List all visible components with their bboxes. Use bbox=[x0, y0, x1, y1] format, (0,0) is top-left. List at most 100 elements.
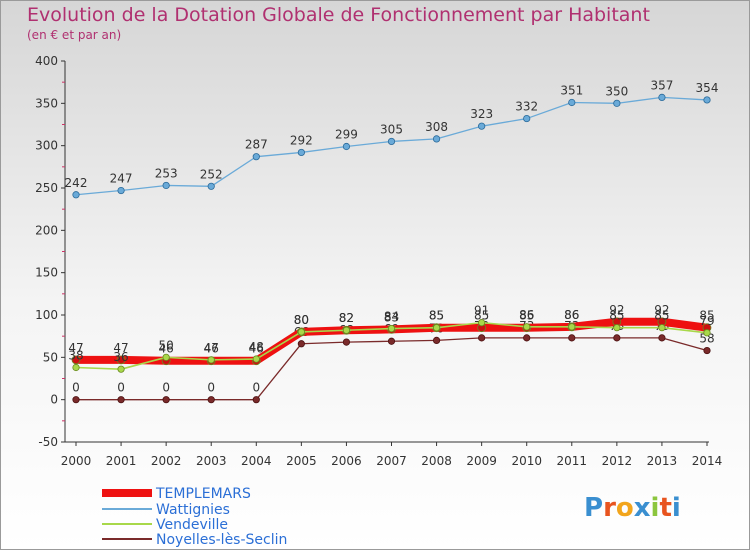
data-point bbox=[162, 396, 170, 404]
logo-letter: i bbox=[672, 493, 681, 523]
data-label: 247 bbox=[110, 172, 133, 186]
data-label: 82 bbox=[339, 311, 354, 325]
data-label: 0 bbox=[117, 381, 125, 395]
x-tick-label: 2013 bbox=[647, 454, 678, 468]
data-label: 38 bbox=[68, 348, 83, 362]
data-point bbox=[71, 355, 81, 365]
data-point bbox=[703, 96, 711, 104]
data-label: 92 bbox=[609, 303, 624, 317]
x-tick-label: 2009 bbox=[466, 454, 497, 468]
data-label: 47 bbox=[68, 341, 83, 355]
data-label: 36 bbox=[113, 350, 128, 364]
x-tick-label: 2007 bbox=[376, 454, 407, 468]
data-label: 350 bbox=[605, 84, 628, 98]
data-point bbox=[613, 99, 621, 107]
data-point bbox=[252, 355, 260, 363]
y-tick-label: 0 bbox=[50, 393, 58, 407]
data-point bbox=[342, 338, 351, 346]
logo-letter: o bbox=[616, 493, 634, 523]
data-point bbox=[658, 93, 666, 102]
data-label: 357 bbox=[650, 78, 673, 92]
y-tick-label: -50 bbox=[38, 435, 58, 449]
y-tick-label: 250 bbox=[35, 181, 58, 195]
data-point bbox=[387, 337, 396, 345]
data-point bbox=[568, 323, 576, 331]
data-label: 85 bbox=[429, 309, 444, 323]
data-point bbox=[162, 353, 170, 361]
data-label: 242 bbox=[65, 176, 88, 190]
data-point bbox=[568, 334, 576, 342]
data-label: 253 bbox=[155, 166, 178, 180]
data-point bbox=[387, 137, 396, 146]
data-point bbox=[478, 319, 486, 327]
chart-title: Evolution de la Dotation Globale de Fonc… bbox=[27, 4, 650, 26]
data-point bbox=[432, 324, 441, 332]
data-label: 332 bbox=[515, 100, 538, 114]
data-label: 85 bbox=[699, 309, 714, 323]
data-label: 47 bbox=[204, 341, 219, 355]
data-point bbox=[568, 98, 576, 107]
data-point bbox=[72, 396, 80, 404]
data-point bbox=[478, 334, 486, 342]
data-label: 48 bbox=[249, 340, 264, 354]
data-point bbox=[72, 191, 80, 199]
logo-letter: x bbox=[634, 493, 651, 523]
data-label: 91 bbox=[474, 304, 489, 318]
data-point bbox=[117, 365, 125, 373]
x-tick-label: 2006 bbox=[331, 454, 362, 468]
data-point bbox=[387, 324, 396, 333]
data-point bbox=[297, 148, 305, 157]
data-point bbox=[523, 114, 531, 123]
data-label: 292 bbox=[290, 133, 313, 147]
data-label: 287 bbox=[245, 138, 268, 152]
data-label: 58 bbox=[699, 332, 714, 346]
legend-label: Vendeville bbox=[156, 517, 228, 533]
data-label: 86 bbox=[564, 308, 579, 322]
data-label: 46 bbox=[204, 342, 219, 356]
logo-letter: r bbox=[603, 493, 616, 523]
data-label: 85 bbox=[474, 309, 489, 323]
data-point bbox=[252, 396, 260, 404]
data-label: 0 bbox=[207, 381, 215, 395]
legend-label: Wattignies bbox=[156, 502, 230, 518]
data-label: 46 bbox=[249, 342, 264, 356]
data-point bbox=[703, 329, 711, 337]
data-point bbox=[658, 324, 666, 332]
data-point bbox=[117, 186, 125, 195]
logo-letter: t bbox=[659, 493, 671, 523]
data-point bbox=[207, 356, 215, 364]
x-tick-label: 2003 bbox=[196, 454, 227, 468]
chart-subtitle: (en € et par an) bbox=[27, 28, 122, 42]
data-label: 47 bbox=[113, 341, 128, 355]
data-label: 85 bbox=[429, 309, 444, 323]
data-label: 86 bbox=[564, 308, 579, 322]
data-label: 85 bbox=[609, 309, 624, 323]
data-label: 0 bbox=[162, 381, 170, 395]
data-label: 305 bbox=[380, 122, 403, 136]
data-label: 50 bbox=[159, 338, 174, 352]
data-label: 323 bbox=[470, 107, 493, 121]
data-label: 84 bbox=[384, 310, 399, 324]
x-tick-label: 2002 bbox=[151, 454, 182, 468]
y-tick-label: 50 bbox=[43, 350, 58, 364]
y-tick-label: 400 bbox=[35, 54, 58, 68]
data-label: 85 bbox=[654, 309, 669, 323]
x-tick-label: 2014 bbox=[692, 454, 723, 468]
data-label: 92 bbox=[654, 303, 669, 317]
data-label: 80 bbox=[294, 313, 309, 327]
x-tick-label: 2004 bbox=[241, 454, 272, 468]
logo-letter: P bbox=[584, 493, 603, 523]
data-point bbox=[297, 328, 305, 336]
data-point bbox=[116, 355, 126, 365]
x-tick-label: 2001 bbox=[106, 454, 137, 468]
data-point bbox=[478, 122, 486, 130]
data-point bbox=[432, 336, 441, 344]
x-tick-label: 2012 bbox=[602, 454, 633, 468]
x-tick-label: 2008 bbox=[421, 454, 452, 468]
data-label: 85 bbox=[519, 309, 534, 323]
legend-label: Noyelles-lès-Seclin bbox=[156, 532, 287, 548]
logo-letter: i bbox=[651, 493, 660, 523]
data-label: 354 bbox=[696, 81, 719, 95]
data-point bbox=[342, 142, 351, 151]
